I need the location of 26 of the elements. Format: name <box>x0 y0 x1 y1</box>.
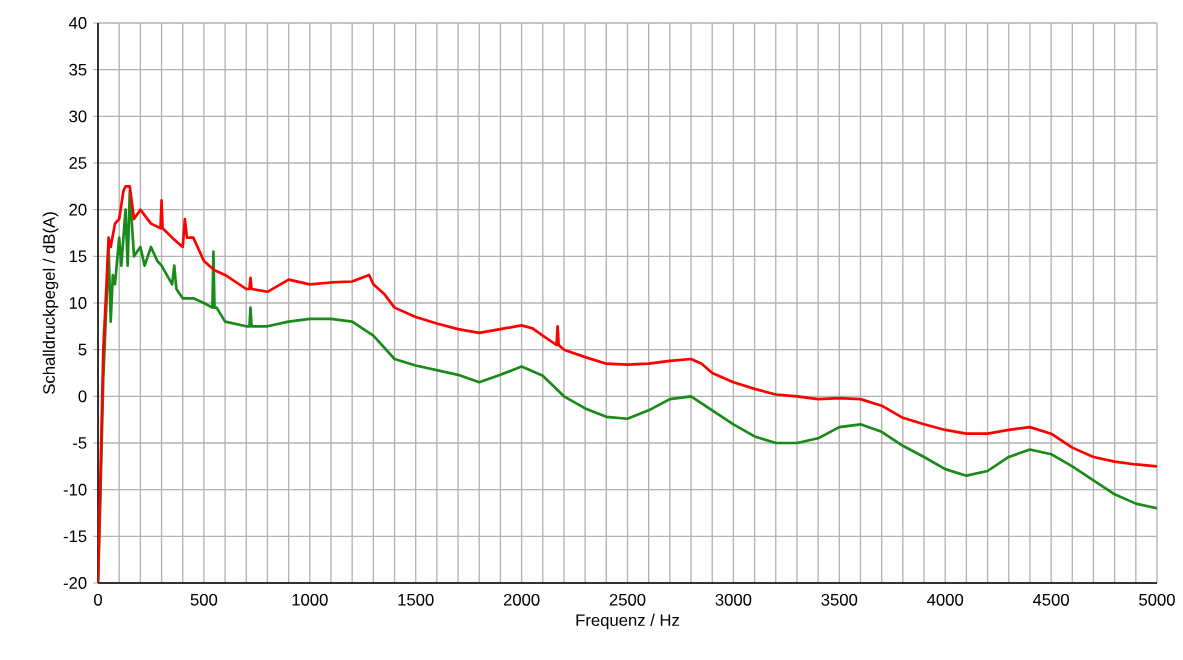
x-tick-label: 2500 <box>609 593 646 606</box>
x-tick-label: 5000 <box>1139 593 1175 606</box>
x-axis-title: Frequenz / Hz <box>576 613 679 630</box>
y-tick-label: 0 <box>78 390 87 403</box>
x-tick-label: 3000 <box>715 593 752 606</box>
y-tick-label: 15 <box>69 250 87 263</box>
y-tick-label: 5 <box>78 343 87 356</box>
y-tick-label: 35 <box>69 63 87 76</box>
x-tick-label: 4500 <box>1032 593 1069 606</box>
y-axis-title: Schalldruckpegel / dB(A) <box>42 212 59 394</box>
x-tick-label: 500 <box>190 593 218 606</box>
y-tick-label: -20 <box>63 577 87 589</box>
x-tick-label: 4000 <box>927 593 964 606</box>
y-tick-label: 10 <box>69 297 87 309</box>
x-tick-label: 2000 <box>503 593 540 606</box>
x-tick-label: 1000 <box>292 593 328 606</box>
x-tick-label: 3500 <box>821 593 858 606</box>
y-tick-label: 25 <box>69 157 87 169</box>
y-tick-label: 20 <box>69 203 87 216</box>
y-tick-label: -15 <box>63 530 87 543</box>
y-tick-label: -10 <box>63 483 87 496</box>
x-tick-label: 1500 <box>398 593 434 606</box>
x-tick-label: 0 <box>94 593 102 606</box>
y-tick-label: 40 <box>68 17 87 29</box>
y-tick-label: -5 <box>73 437 87 449</box>
y-tick-label: 30 <box>69 110 87 123</box>
